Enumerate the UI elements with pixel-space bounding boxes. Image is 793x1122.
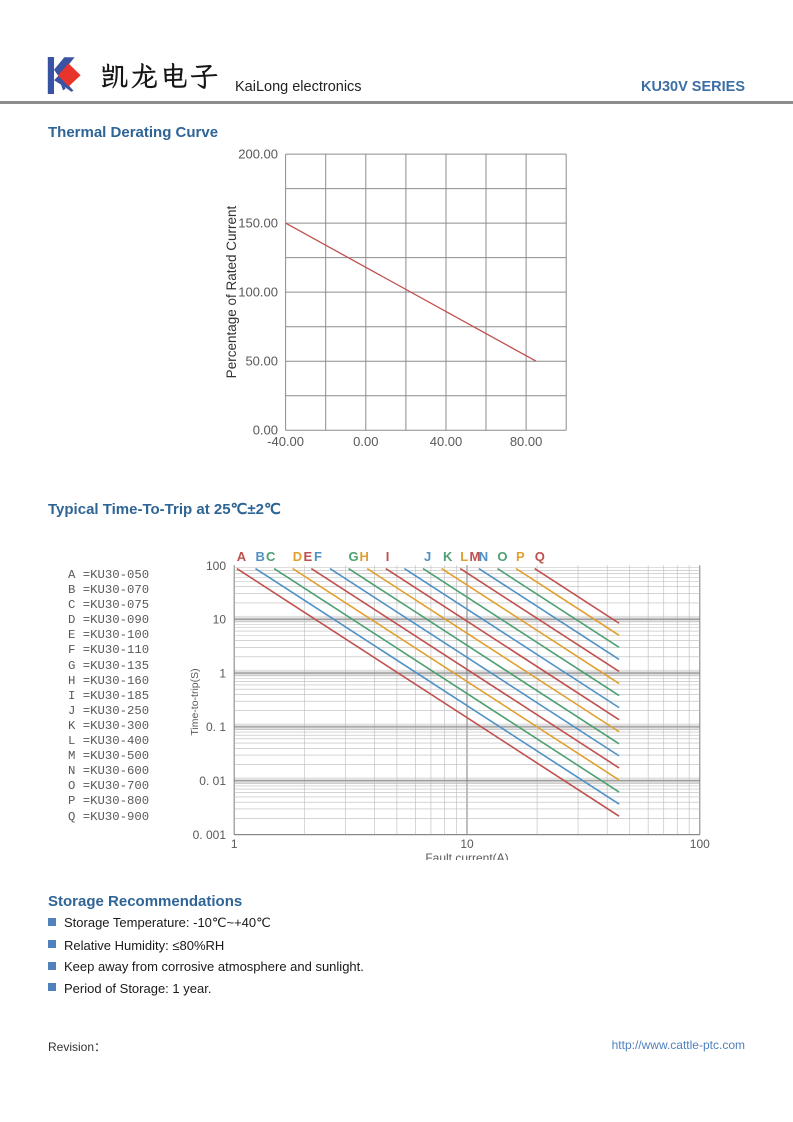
svg-text:Fault current(A): Fault current(A) (425, 851, 508, 860)
svg-text:B: B (256, 549, 265, 564)
svg-text:0.00: 0.00 (253, 423, 278, 438)
svg-text:100.00: 100.00 (238, 285, 278, 300)
svg-text:80.00: 80.00 (510, 434, 543, 449)
svg-text:150.00: 150.00 (238, 216, 278, 231)
svg-text:D: D (293, 549, 302, 564)
svg-text:1: 1 (219, 666, 226, 680)
svg-text:1: 1 (231, 837, 238, 851)
svg-text:100: 100 (690, 837, 710, 851)
svg-text:P: P (516, 549, 525, 564)
svg-text:L: L (460, 549, 468, 564)
svg-text:0. 01: 0. 01 (199, 774, 226, 788)
svg-text:O: O (497, 549, 507, 564)
svg-text:50.00: 50.00 (245, 354, 278, 369)
svg-text:Percentage of Rated Current: Percentage of Rated Current (224, 205, 239, 378)
svg-text:10: 10 (213, 613, 227, 627)
svg-text:C: C (266, 549, 276, 564)
svg-text:N: N (479, 549, 488, 564)
svg-text:Q: Q (535, 549, 545, 564)
svg-text:G: G (349, 549, 359, 564)
svg-text:H: H (360, 549, 369, 564)
svg-text:K: K (443, 549, 453, 564)
svg-text:0. 001: 0. 001 (193, 828, 227, 842)
svg-text:E: E (304, 549, 313, 564)
svg-text:J: J (424, 549, 431, 564)
svg-text:200.00: 200.00 (238, 147, 278, 162)
svg-text:0.00: 0.00 (353, 434, 378, 449)
svg-text:0. 1: 0. 1 (206, 720, 226, 734)
svg-text:10: 10 (460, 837, 474, 851)
svg-text:Time-to-trip(S): Time-to-trip(S) (189, 668, 201, 735)
svg-text:100: 100 (206, 559, 226, 573)
svg-text:40.00: 40.00 (430, 434, 463, 449)
svg-text:F: F (314, 549, 322, 564)
svg-text:A: A (237, 549, 247, 564)
svg-text:I: I (386, 549, 390, 564)
